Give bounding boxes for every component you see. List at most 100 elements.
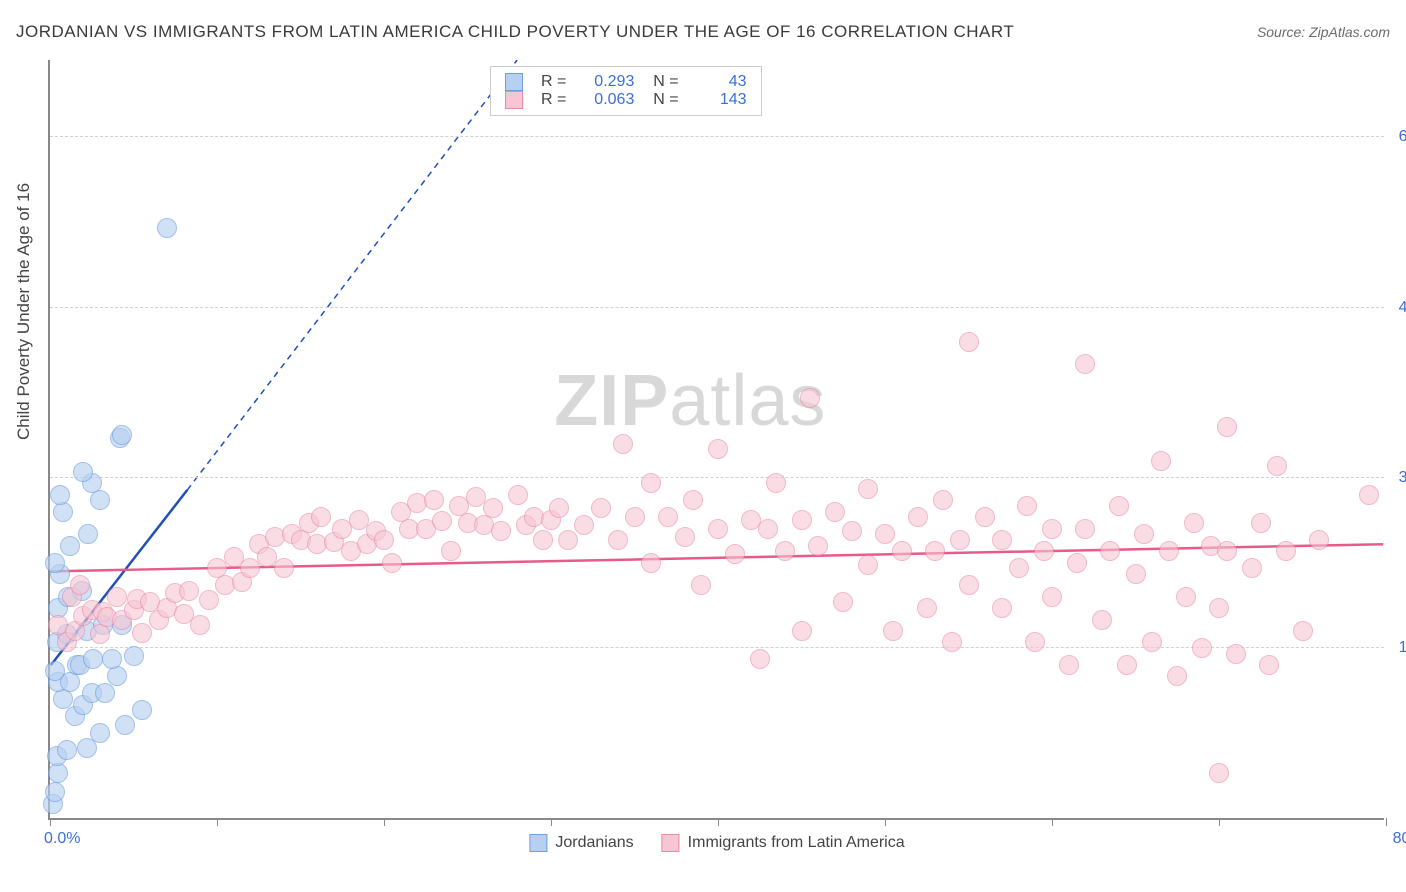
data-point — [842, 521, 862, 541]
data-point — [925, 541, 945, 561]
n-value-series1: 43 — [689, 73, 747, 91]
data-point — [1025, 632, 1045, 652]
title-row: JORDANIAN VS IMMIGRANTS FROM LATIN AMERI… — [16, 22, 1390, 42]
x-tick — [885, 818, 886, 826]
data-point — [115, 715, 135, 735]
data-point — [1176, 587, 1196, 607]
y-axis-label: Child Poverty Under the Age of 16 — [14, 183, 34, 440]
data-point — [45, 661, 65, 681]
data-point — [83, 649, 103, 669]
data-point — [1184, 513, 1204, 533]
data-point — [1159, 541, 1179, 561]
data-point — [683, 490, 703, 510]
data-point — [199, 590, 219, 610]
data-point — [533, 530, 553, 550]
gridline-h: 15.0% — [50, 647, 1384, 648]
data-point — [190, 615, 210, 635]
legend-label-1: Jordanians — [555, 834, 633, 851]
data-point — [825, 502, 845, 522]
data-point — [107, 587, 127, 607]
data-point — [45, 553, 65, 573]
data-point — [933, 490, 953, 510]
legend-swatch-bottom-1 — [529, 834, 547, 852]
data-point — [53, 689, 73, 709]
data-point — [675, 527, 695, 547]
x-tick — [551, 818, 552, 826]
data-point — [549, 498, 569, 518]
data-point — [45, 782, 65, 802]
legend-swatch-bottom-2 — [662, 834, 680, 852]
data-point — [1259, 655, 1279, 675]
data-point — [1109, 496, 1129, 516]
y-tick-label: 15.0% — [1399, 639, 1406, 657]
x-tick — [50, 818, 51, 826]
data-point — [1042, 519, 1062, 539]
data-point — [60, 536, 80, 556]
data-point — [70, 575, 90, 595]
data-point — [892, 541, 912, 561]
data-point — [107, 666, 127, 686]
data-point — [157, 218, 177, 238]
data-point — [508, 485, 528, 505]
data-point — [1359, 485, 1379, 505]
data-point — [725, 544, 745, 564]
data-point — [274, 558, 294, 578]
data-point — [1209, 598, 1229, 618]
x-axis-max-label: 80.0% — [1393, 830, 1406, 848]
data-point — [625, 507, 645, 527]
data-point — [1075, 519, 1095, 539]
x-tick — [718, 818, 719, 826]
data-point — [708, 519, 728, 539]
data-point — [641, 473, 661, 493]
data-point — [311, 507, 331, 527]
data-point — [424, 490, 444, 510]
legend-item-series1: Jordanians — [529, 834, 633, 852]
data-point — [483, 498, 503, 518]
data-point — [574, 515, 594, 535]
data-point — [708, 439, 728, 459]
x-axis-min-label: 0.0% — [44, 830, 80, 848]
data-point — [641, 553, 661, 573]
data-point — [766, 473, 786, 493]
data-point — [1242, 558, 1262, 578]
data-point — [48, 763, 68, 783]
data-point — [950, 530, 970, 550]
data-point — [1059, 655, 1079, 675]
data-point — [591, 498, 611, 518]
data-point — [53, 502, 73, 522]
legend-row-series2: R =0.063 N =143 — [505, 91, 747, 109]
data-point — [808, 536, 828, 556]
data-point — [691, 575, 711, 595]
data-point — [1067, 553, 1087, 573]
data-point — [102, 649, 122, 669]
data-point — [1075, 354, 1095, 374]
y-tick-label: 30.0% — [1399, 469, 1406, 487]
data-point — [1134, 524, 1154, 544]
data-point — [775, 541, 795, 561]
data-point — [90, 624, 110, 644]
data-point — [78, 524, 98, 544]
gridline-h: 45.0% — [50, 307, 1384, 308]
data-point — [1251, 513, 1271, 533]
data-point — [792, 510, 812, 530]
series-legend: Jordanians Immigrants from Latin America — [529, 834, 904, 852]
data-point — [800, 388, 820, 408]
data-point — [1267, 456, 1287, 476]
r-value-series1: 0.293 — [576, 73, 634, 91]
data-point — [441, 541, 461, 561]
data-point — [1042, 587, 1062, 607]
data-point — [992, 598, 1012, 618]
y-tick-label: 60.0% — [1399, 128, 1406, 146]
data-point — [1217, 541, 1237, 561]
data-point — [95, 683, 115, 703]
data-point — [1293, 621, 1313, 641]
data-point — [112, 425, 132, 445]
data-point — [1142, 632, 1162, 652]
legend-row-series1: R =0.293 N =43 — [505, 73, 747, 91]
data-point — [883, 621, 903, 641]
x-tick — [1052, 818, 1053, 826]
data-point — [50, 485, 70, 505]
data-point — [124, 646, 144, 666]
data-point — [132, 623, 152, 643]
data-point — [491, 521, 511, 541]
